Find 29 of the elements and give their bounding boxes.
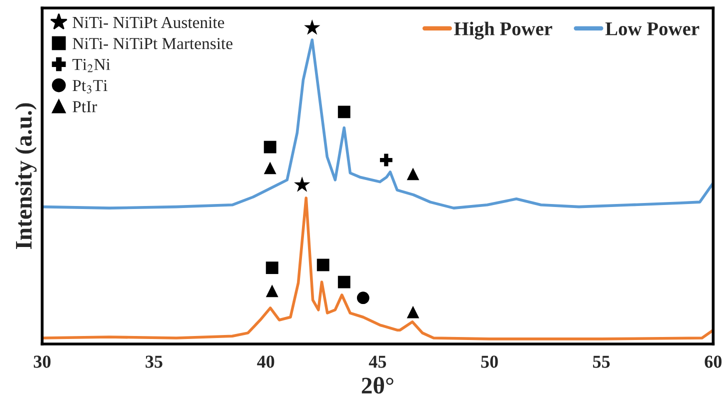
legend-label: Pt$_{3}$Ti	[72, 80, 108, 94]
point	[294, 176, 310, 192]
point	[380, 154, 392, 166]
x-tick-label: 50	[481, 356, 498, 368]
point	[264, 140, 276, 154]
x-tick-label: 45	[368, 356, 386, 368]
point	[406, 306, 420, 318]
x-tick-label: 30	[34, 356, 51, 368]
point	[266, 284, 278, 298]
point	[338, 106, 350, 118]
legend-label: Low Power	[605, 22, 700, 36]
x-tick-label: 60	[704, 356, 722, 368]
point	[266, 262, 278, 274]
x-tick-label: 40	[257, 356, 274, 368]
point	[356, 292, 370, 304]
x-axis-title: 2θ°	[362, 376, 394, 394]
y-axis-title: Intensity (a.u.)	[15, 103, 37, 249]
point	[406, 168, 420, 180]
x-tick-label: 35	[146, 356, 162, 368]
legend-label: NiTi- NiTiPt Austenite	[72, 16, 224, 28]
point	[338, 276, 350, 288]
x-tick-label: 55	[593, 356, 610, 368]
legend-label: Ti$_{2}$Ni	[72, 58, 110, 72]
legend-label: High Power	[454, 22, 552, 40]
legend-label: PtIr	[72, 101, 98, 112]
point	[304, 19, 320, 35]
point	[316, 258, 330, 272]
point	[264, 162, 276, 174]
legend-label: NiTi- NiTiPt Martensite	[72, 38, 232, 50]
